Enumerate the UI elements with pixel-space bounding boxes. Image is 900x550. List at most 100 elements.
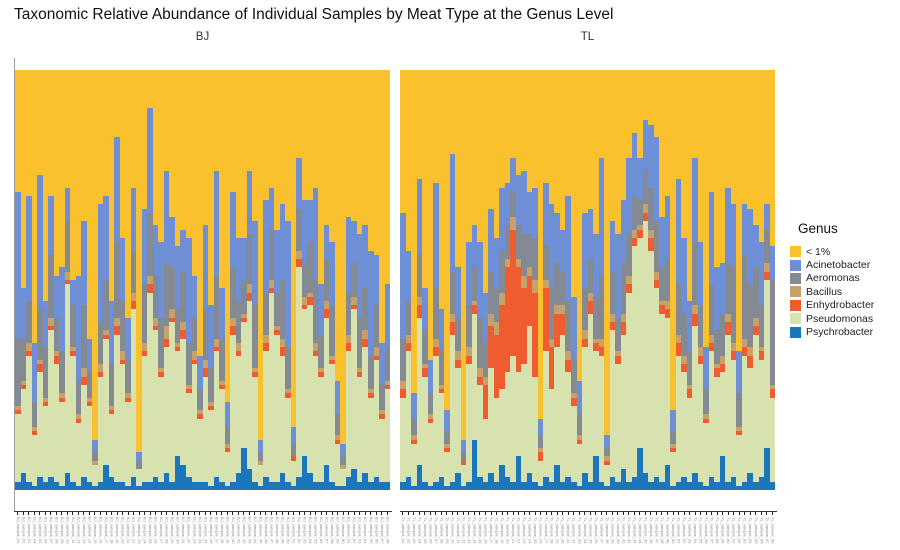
bar-segment [626,233,632,276]
bar-segment [86,397,93,402]
bar-segment [449,322,456,335]
bar-segment [296,477,302,490]
bar-segment [191,70,198,276]
bar-segment [708,477,715,490]
bar-segment [405,334,412,344]
bar-segment [477,385,483,478]
bar-segment [20,473,27,490]
bar-segment [130,292,137,302]
x-tick-label: BJ_sample_68 [385,517,390,544]
bar-segment [86,372,93,398]
bar-segment [334,435,341,440]
bar-segment [570,70,577,297]
x-tick-label: BJ_sample_18 [109,517,115,544]
bar-segment [246,233,253,285]
stacked-bar [169,70,175,490]
stacked-bar [125,70,131,490]
bar-segment [368,70,374,251]
bar-segment [433,288,439,339]
x-tick-label: TL_sample_46 [648,517,654,544]
bar-segment [351,305,357,310]
x-tick [48,512,54,516]
x-tick [307,512,313,516]
bar-segment [290,460,297,486]
bar-segment [230,481,236,490]
bar-segment [422,70,428,289]
x-tick [142,512,148,516]
bar-segment [362,225,368,289]
bar-segment [20,288,27,339]
x-tick-label: TL_sample_49 [665,517,671,544]
bar-segment [416,464,423,490]
x-tick [455,512,461,516]
x-tick [753,512,759,516]
bar-segment [400,389,406,398]
bar-segment [191,481,198,490]
bar-segment [427,70,434,360]
x-tick-label: BJ_sample_43 [247,517,253,544]
bar-segment [686,301,693,352]
x-tick [324,512,330,516]
bar-segment [279,355,286,474]
bar-segment [334,485,341,490]
x-tick-label: BJ_sample_46 [263,517,269,544]
bar-segment [543,70,549,184]
chart-title: Taxonomic Relative Abundance of Individu… [14,6,614,23]
bar-segment [174,343,181,348]
bar-segment [42,397,49,402]
bar-segment [219,338,225,381]
bar-segment [736,427,742,432]
stacked-bar [576,70,583,490]
bar-segment [659,305,665,314]
bar-segment [708,343,715,352]
bar-segment [356,368,363,373]
x-tick-label: BJ_sample_45 [258,517,264,544]
stacked-bar [158,70,164,490]
stacked-bar [70,70,76,490]
bar-segment [499,187,505,251]
bar-segment [659,301,665,306]
bar-segment [741,347,748,356]
x-tick [81,512,87,516]
bar-segment [532,376,538,482]
bar-segment [136,460,142,470]
bar-segment [384,385,391,390]
bar-segment [615,481,621,490]
bar-segment [279,338,286,348]
x-tick [466,512,472,516]
bar-segment [219,288,225,339]
bar-segment [609,322,616,331]
bar-segment [219,70,225,289]
bar-segment [241,448,247,490]
legend-entry: Psychrobacter [790,325,900,338]
bar-segment [433,183,439,289]
x-tick [676,512,682,516]
bar-segment [554,70,560,213]
x-tick-label: BJ_sample_36 [208,517,214,544]
bar-segment [444,452,450,486]
x-tick [588,512,594,516]
bar-segment [141,208,148,285]
bar-segment [427,485,434,490]
x-tick [643,512,649,516]
bar-segment [521,70,527,171]
x-tick [385,512,391,516]
x-tick-label: TL_sample_68 [770,517,775,544]
x-tick [357,512,363,516]
bar-segment [213,351,220,478]
stacked-bar [631,70,638,490]
x-tick [565,512,571,516]
bar-segment [598,338,605,348]
bar-segment [543,288,549,352]
bar-segment [455,368,461,474]
x-tick [214,512,220,516]
bar-segment [340,464,346,470]
bar-segment [582,70,588,213]
x-tick [285,512,291,516]
bar-segment [565,301,571,352]
bar-segment [48,254,54,318]
x-tick [770,512,776,516]
bar-segment [460,464,467,486]
bar-segment [185,238,192,344]
bar-segment [637,225,643,230]
